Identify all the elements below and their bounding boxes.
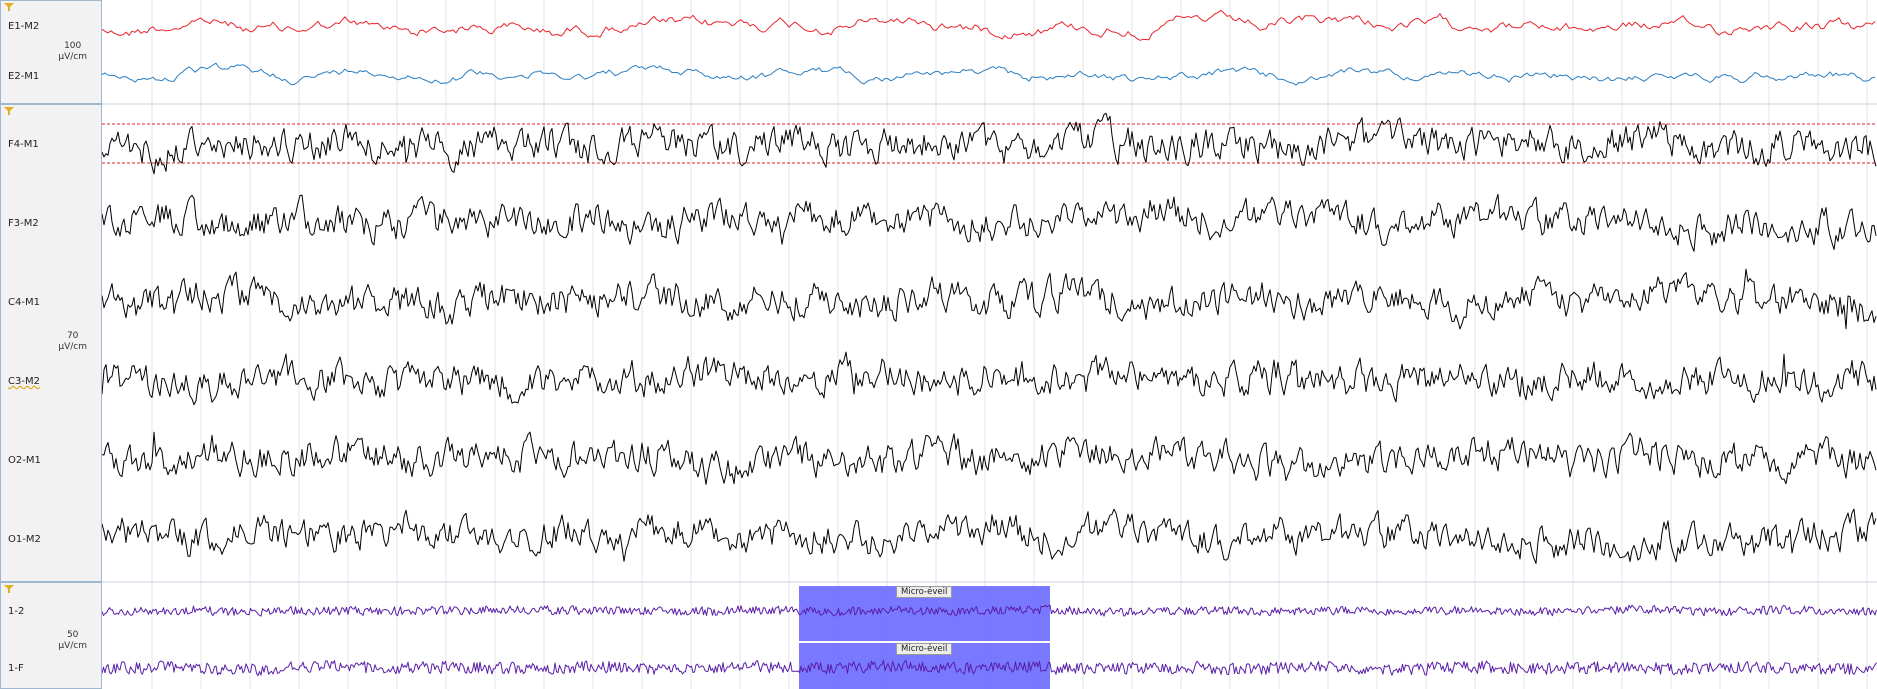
channel-label-f3-m2[interactable]: F3-M2 bbox=[8, 218, 39, 229]
channel-label-o1-m2[interactable]: O1-M2 bbox=[8, 534, 41, 545]
scale-unit: µV/cm bbox=[58, 342, 87, 352]
channel-label-1-2[interactable]: 1-2 bbox=[8, 606, 25, 617]
channel-label-e2-m1[interactable]: E2-M1 bbox=[8, 71, 40, 82]
event-label-micro-eveil-2[interactable]: Micro-éveil bbox=[896, 643, 953, 655]
channel-label-e1-m2[interactable]: E1-M2 bbox=[8, 21, 40, 32]
trace-c4-m1 bbox=[102, 268, 1877, 330]
trace-e2-m1 bbox=[102, 62, 1876, 86]
scale-value: 100 bbox=[64, 41, 82, 51]
signal-canvas[interactable] bbox=[102, 0, 1877, 689]
channel-label-o2-m1[interactable]: O2-M1 bbox=[8, 455, 41, 466]
channel-label-f4-m1[interactable]: F4-M1 bbox=[8, 139, 39, 150]
event-label-micro-eveil-1[interactable]: Micro-éveil bbox=[896, 586, 953, 598]
scale-readout-emg: 50 µV/cm bbox=[58, 630, 87, 652]
signal-plot-area[interactable]: Micro-éveil Micro-éveil bbox=[102, 0, 1877, 689]
channel-group-eog[interactable]: E1-M2 E2-M1 100 µV/cm bbox=[0, 0, 102, 104]
trace-o2-m1 bbox=[102, 431, 1877, 485]
trace-f3-m2 bbox=[102, 193, 1877, 252]
filter-icon[interactable] bbox=[4, 585, 14, 593]
trace-1-f bbox=[102, 659, 1877, 677]
filter-icon[interactable] bbox=[4, 3, 14, 11]
trace-c3-m2 bbox=[102, 351, 1877, 406]
trace-o1-m2 bbox=[102, 508, 1877, 564]
channel-group-eeg[interactable]: F4-M1 F3-M2 C4-M1 C3-M2 O2-M1 O1-M2 70 µ… bbox=[0, 104, 102, 582]
trace-1-2 bbox=[102, 604, 1877, 617]
scale-unit: µV/cm bbox=[58, 52, 87, 62]
channel-label-c4-m1[interactable]: C4-M1 bbox=[8, 297, 40, 308]
channel-label-1-f[interactable]: 1-F bbox=[8, 663, 24, 674]
trace-e1-m2 bbox=[102, 9, 1876, 41]
channel-group-emg[interactable]: 1-2 1-F 50 µV/cm bbox=[0, 582, 102, 689]
scale-readout-eog: 100 µV/cm bbox=[58, 41, 87, 63]
filter-icon[interactable] bbox=[4, 107, 14, 115]
scale-value: 50 bbox=[66, 630, 79, 640]
scale-unit: µV/cm bbox=[58, 641, 87, 651]
scale-readout-eeg: 70 µV/cm bbox=[58, 331, 87, 353]
channel-label-c3-m2[interactable]: C3-M2 bbox=[8, 376, 40, 387]
trace-f4-m1 bbox=[102, 112, 1877, 175]
scale-value: 70 bbox=[66, 331, 79, 341]
